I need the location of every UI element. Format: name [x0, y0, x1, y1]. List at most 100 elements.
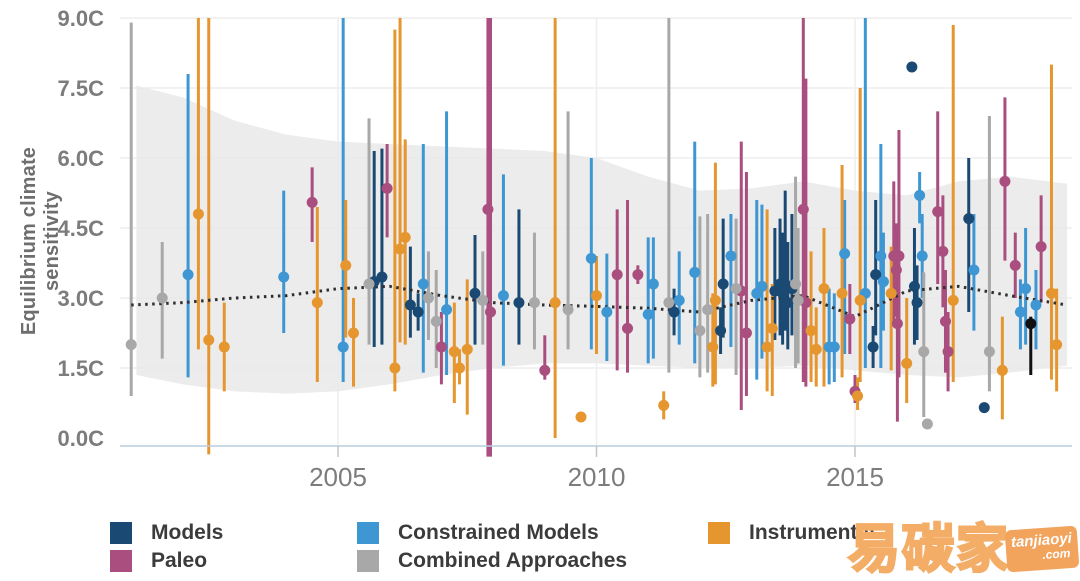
instrumental-data-point: [901, 357, 913, 369]
models-data-point: [1025, 318, 1037, 330]
watermark-badge: tanjiaoyi .com: [1004, 525, 1080, 573]
x-tick-label: 2015: [826, 462, 884, 492]
paleo-data-point: [999, 175, 1011, 187]
models-data-point: [777, 287, 789, 299]
constrained-data-point: [839, 248, 851, 260]
paleo-data-point: [844, 313, 856, 325]
constrained-data-point: [673, 294, 685, 306]
combined-data-point: [156, 292, 168, 304]
constrained-data-point: [585, 252, 597, 264]
median-trend-line: [131, 284, 1068, 319]
constrained-data-point: [916, 250, 928, 262]
models-data-point: [376, 271, 388, 283]
constrained-data-point: [278, 271, 290, 283]
combined-data-point: [792, 294, 804, 306]
constrained-data-point: [601, 306, 613, 318]
y-tick-label: 1.5C: [58, 356, 105, 381]
constrained-data-point: [1030, 299, 1042, 311]
paleo-data-point: [611, 269, 623, 281]
constrained-data-point: [725, 250, 737, 262]
instrumental-data-point: [461, 343, 473, 355]
legend-item-constrained-models: Constrained Models: [357, 521, 599, 545]
instrumental-data-point: [448, 346, 460, 358]
paleo-data-point: [381, 182, 393, 194]
paleo-data-point: [435, 341, 447, 353]
paleo-data-point: [893, 250, 905, 262]
instrumental-data-point: [591, 290, 602, 302]
models-data-point: [911, 297, 923, 309]
instrumental-data-point: [348, 327, 360, 339]
paleo-data-point: [482, 203, 494, 215]
constrained-data-point: [1020, 283, 1032, 295]
paleo-data-point: [740, 327, 752, 339]
models-data-point: [404, 299, 416, 311]
y-tick-label: 4.5C: [58, 216, 105, 241]
combined-data-point: [702, 304, 714, 316]
legend-label: Combined Approaches: [398, 549, 628, 572]
legend-label: Paleo: [151, 549, 208, 572]
models-data-point: [867, 341, 879, 353]
paleo-data-point: [622, 322, 634, 334]
combined-data-point: [918, 346, 930, 358]
constrained-data-point: [647, 278, 659, 290]
legend-item-models: Models: [110, 521, 223, 545]
instrumental-data-point: [818, 283, 830, 295]
paleo-data-point: [539, 364, 551, 376]
paleo-data-point: [937, 245, 949, 257]
constrained-data-point: [182, 269, 194, 281]
constrained-data-point: [1014, 306, 1026, 318]
y-tick-label: 0.0C: [58, 426, 105, 451]
models-data-point: [668, 306, 680, 318]
models-data-point: [908, 280, 920, 292]
models-data-point: [513, 297, 525, 309]
constrained-data-point: [828, 341, 840, 353]
combined-data-point: [790, 278, 802, 290]
ecs-scatter-plot: 9.0C 7.5C 6.0C 4.5C 3.0C 1.5C 0.0C 2005 2010 2015: [58, 6, 1072, 492]
instrumental-data-point: [1045, 287, 1057, 299]
combined-data-point: [430, 315, 442, 327]
y-axis-title: Equilibrium climate sensitivity: [18, 146, 63, 336]
models-data-point: [906, 61, 918, 73]
instrumental-data-point: [658, 399, 670, 411]
instrumental-data-point: [707, 341, 719, 353]
instrumental-data-point: [311, 297, 323, 309]
combined-data-point: [730, 283, 742, 295]
constrained-data-point: [497, 290, 509, 302]
constrained-data-point: [877, 276, 889, 288]
paleo-data-point: [891, 318, 903, 330]
paleo-data-point: [1035, 241, 1047, 253]
likely-range-band: [136, 85, 1067, 394]
constrained-data-point: [968, 264, 980, 276]
constrained-data-point: [914, 189, 926, 201]
instrumental-data-point: [852, 390, 864, 402]
y-tick-label: 6.0C: [58, 146, 105, 171]
legend-label: Constrained Models: [398, 521, 599, 544]
models-data-point: [978, 402, 990, 414]
instrumental-data-point: [203, 334, 215, 346]
combined-data-point: [422, 292, 434, 304]
paleo-data-point: [485, 306, 497, 318]
combined-data-point: [125, 339, 137, 351]
constrained-data-point: [689, 266, 701, 278]
legend-item-instrumental: Instrumental: [708, 521, 875, 545]
combined-data-point: [694, 325, 706, 337]
paleo-data-point: [1009, 259, 1021, 271]
instrumental-data-point: [394, 243, 406, 255]
combined-data-point: [921, 418, 933, 430]
models-data-point: [870, 269, 882, 281]
combined-approaches-swatch: [357, 550, 379, 572]
y-tick-label: 7.5C: [58, 76, 105, 101]
models-swatch: [110, 522, 132, 544]
paleo-data-point: [306, 196, 318, 208]
instrumental-data-point: [399, 231, 411, 243]
paleo-data-point: [942, 346, 954, 358]
paleo-swatch: [110, 550, 132, 572]
paleo-data-point: [890, 264, 902, 276]
instrumental-data-point: [218, 341, 230, 353]
combined-data-point: [983, 346, 995, 358]
models-data-point: [963, 213, 975, 225]
models-data-point: [717, 278, 729, 290]
combined-data-point: [528, 297, 540, 309]
constrained-data-point: [756, 280, 768, 292]
